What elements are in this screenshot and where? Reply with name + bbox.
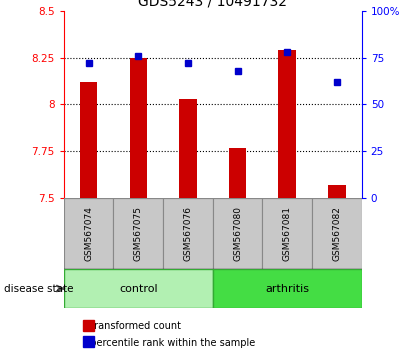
Text: GSM567075: GSM567075 bbox=[134, 206, 143, 261]
Bar bbox=[213, 269, 362, 308]
Text: percentile rank within the sample: percentile rank within the sample bbox=[84, 338, 256, 348]
Text: control: control bbox=[119, 284, 157, 293]
Bar bbox=[262, 198, 312, 269]
Bar bbox=[113, 198, 163, 269]
Bar bbox=[213, 198, 262, 269]
Bar bbox=[179, 99, 196, 198]
Bar bbox=[328, 185, 346, 198]
Text: GSM567082: GSM567082 bbox=[332, 206, 342, 261]
Bar bbox=[229, 148, 246, 198]
Text: GSM567076: GSM567076 bbox=[183, 206, 192, 261]
Bar bbox=[129, 58, 147, 198]
Text: GSM567080: GSM567080 bbox=[233, 206, 242, 261]
Title: GDS5243 / 10491732: GDS5243 / 10491732 bbox=[138, 0, 287, 8]
Text: GSM567081: GSM567081 bbox=[283, 206, 292, 261]
Text: arthritis: arthritis bbox=[265, 284, 309, 293]
Bar bbox=[163, 198, 213, 269]
Bar bbox=[64, 198, 113, 269]
Text: transformed count: transformed count bbox=[84, 321, 181, 331]
Bar bbox=[64, 269, 213, 308]
Bar bbox=[80, 82, 97, 198]
Bar bbox=[312, 198, 362, 269]
Text: GSM567074: GSM567074 bbox=[84, 206, 93, 261]
Text: disease state: disease state bbox=[4, 284, 74, 293]
Bar bbox=[279, 50, 296, 198]
